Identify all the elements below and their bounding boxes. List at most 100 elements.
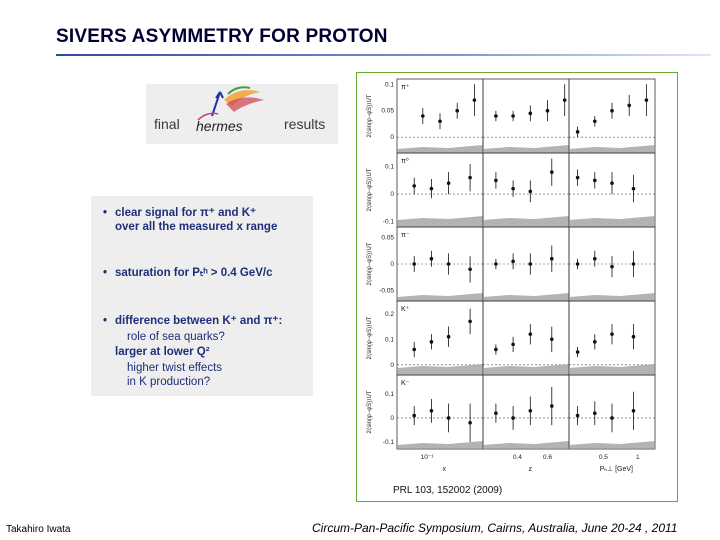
- sub-bullet: in K production?: [127, 376, 211, 388]
- data-point: [593, 178, 597, 183]
- logo-final-label: final: [154, 116, 180, 132]
- data-point: [610, 108, 614, 113]
- panel-frame: [482, 152, 570, 228]
- y-axis-label: 2⟨sin(φ−φS)⟩UT: [366, 242, 373, 285]
- data-point: [528, 409, 533, 413]
- systematic-band: [569, 293, 655, 301]
- data-point: [575, 413, 580, 418]
- sub-bullet: role of sea quarks?: [127, 331, 225, 343]
- hermes-logo-icon: [197, 86, 264, 121]
- systematic-band: [569, 145, 655, 153]
- systematic-band: [397, 145, 483, 153]
- systematic-band: [569, 441, 655, 449]
- y-tick-label: 0.1: [385, 164, 394, 171]
- data-point: [446, 262, 451, 266]
- sub-bullet: higher twist effects: [127, 362, 223, 374]
- bullet-dot-icon: •: [103, 315, 108, 327]
- systematic-band: [397, 441, 483, 449]
- data-point: [511, 342, 515, 347]
- systematic-band: [397, 293, 483, 301]
- data-point: [562, 98, 567, 102]
- particle-label: K⁻: [401, 380, 410, 387]
- data-point: [494, 262, 498, 266]
- data-point: [412, 262, 416, 266]
- author-footer: Takahiro Iwata: [6, 524, 71, 535]
- bullet-line: over all the measured x range: [115, 221, 278, 233]
- systematic-band: [483, 216, 569, 227]
- data-point: [468, 420, 472, 425]
- x-axis-label: x: [443, 466, 447, 473]
- hermes-logo-panel: final hermes results: [146, 84, 338, 144]
- systematic-band: [483, 145, 569, 153]
- data-point: [631, 186, 636, 191]
- data-point: [550, 256, 554, 261]
- y-tick-label: -0.05: [379, 287, 394, 294]
- data-point: [446, 334, 451, 339]
- data-point: [644, 98, 649, 102]
- y-tick-label: -0.1: [383, 219, 395, 226]
- y-axis-label: 2⟨sin(φ−φS)⟩UT: [366, 94, 373, 137]
- data-point: [627, 103, 631, 108]
- bullet-line: saturation for Pₜʰ > 0.4 GeV/c: [115, 267, 273, 279]
- data-point: [631, 262, 636, 266]
- slide-title: SIVERS ASYMMETRY FOR PROTON: [56, 26, 388, 47]
- data-point: [610, 264, 614, 269]
- y-tick-label: 0: [390, 261, 394, 268]
- logo-results-label: results: [284, 116, 326, 132]
- data-point: [412, 184, 416, 188]
- data-point: [550, 170, 554, 174]
- y-tick-label: 0.1: [385, 81, 394, 88]
- y-axis-label: 2⟨sin(φ−φS)⟩UT: [366, 168, 373, 211]
- data-point: [412, 347, 416, 352]
- y-tick-label: 0: [390, 415, 394, 422]
- data-point: [494, 347, 498, 352]
- bullet-dot-icon: •: [103, 267, 108, 279]
- y-tick-label: 0.05: [381, 235, 394, 242]
- systematic-band: [483, 364, 569, 375]
- y-tick-label: 0.1: [385, 391, 394, 398]
- data-point: [575, 130, 580, 134]
- data-point: [528, 332, 533, 336]
- data-point: [511, 416, 515, 420]
- logo-brand-label: hermes: [196, 118, 243, 134]
- data-point: [468, 267, 472, 272]
- data-point: [494, 411, 498, 415]
- y-tick-label: 0: [390, 362, 394, 369]
- x-axis-label: z: [529, 466, 533, 473]
- y-tick-label: 0: [390, 134, 394, 141]
- data-point: [511, 114, 515, 118]
- data-point: [455, 108, 459, 113]
- data-point: [446, 416, 451, 420]
- systematic-band: [483, 441, 569, 449]
- x-tick-label: 0.5: [599, 454, 608, 461]
- systematic-band: [569, 364, 655, 375]
- data-point: [550, 337, 554, 342]
- data-point: [528, 111, 533, 116]
- particle-label: K⁺: [401, 306, 410, 313]
- systematic-band: [397, 364, 483, 375]
- data-point: [593, 340, 597, 344]
- data-point: [610, 416, 614, 420]
- data-point: [550, 404, 554, 408]
- particle-label: π⁻: [401, 232, 410, 239]
- data-point: [421, 114, 425, 118]
- data-point: [511, 259, 515, 264]
- particle-label: π⁰: [401, 157, 409, 165]
- systematic-band: [397, 216, 483, 227]
- data-point: [429, 409, 434, 413]
- y-tick-label: -0.1: [383, 439, 395, 446]
- systematic-band: [569, 216, 655, 227]
- bullet-line: clear signal for π⁺ and K⁺: [115, 207, 257, 219]
- data-point: [412, 413, 416, 418]
- bullet-dot-icon: •: [103, 207, 108, 219]
- sivers-asymmetry-plot: 2⟨sin(φ−φS)⟩UT 0.1 0.05 0 π⁺ 2⟨sin(φ−φS)⟩UT 0.…: [366, 78, 656, 496]
- data-point: [575, 262, 580, 266]
- y-axis-label: 2⟨sin(φ−φS)⟩UT: [366, 316, 373, 359]
- data-point: [468, 175, 472, 180]
- systematic-band: [483, 293, 569, 301]
- bullet-line: difference between K⁺ and π⁺:: [115, 315, 283, 327]
- data-point: [575, 175, 580, 180]
- data-point: [610, 332, 614, 336]
- particle-label: π⁺: [401, 84, 410, 91]
- data-point: [575, 350, 580, 354]
